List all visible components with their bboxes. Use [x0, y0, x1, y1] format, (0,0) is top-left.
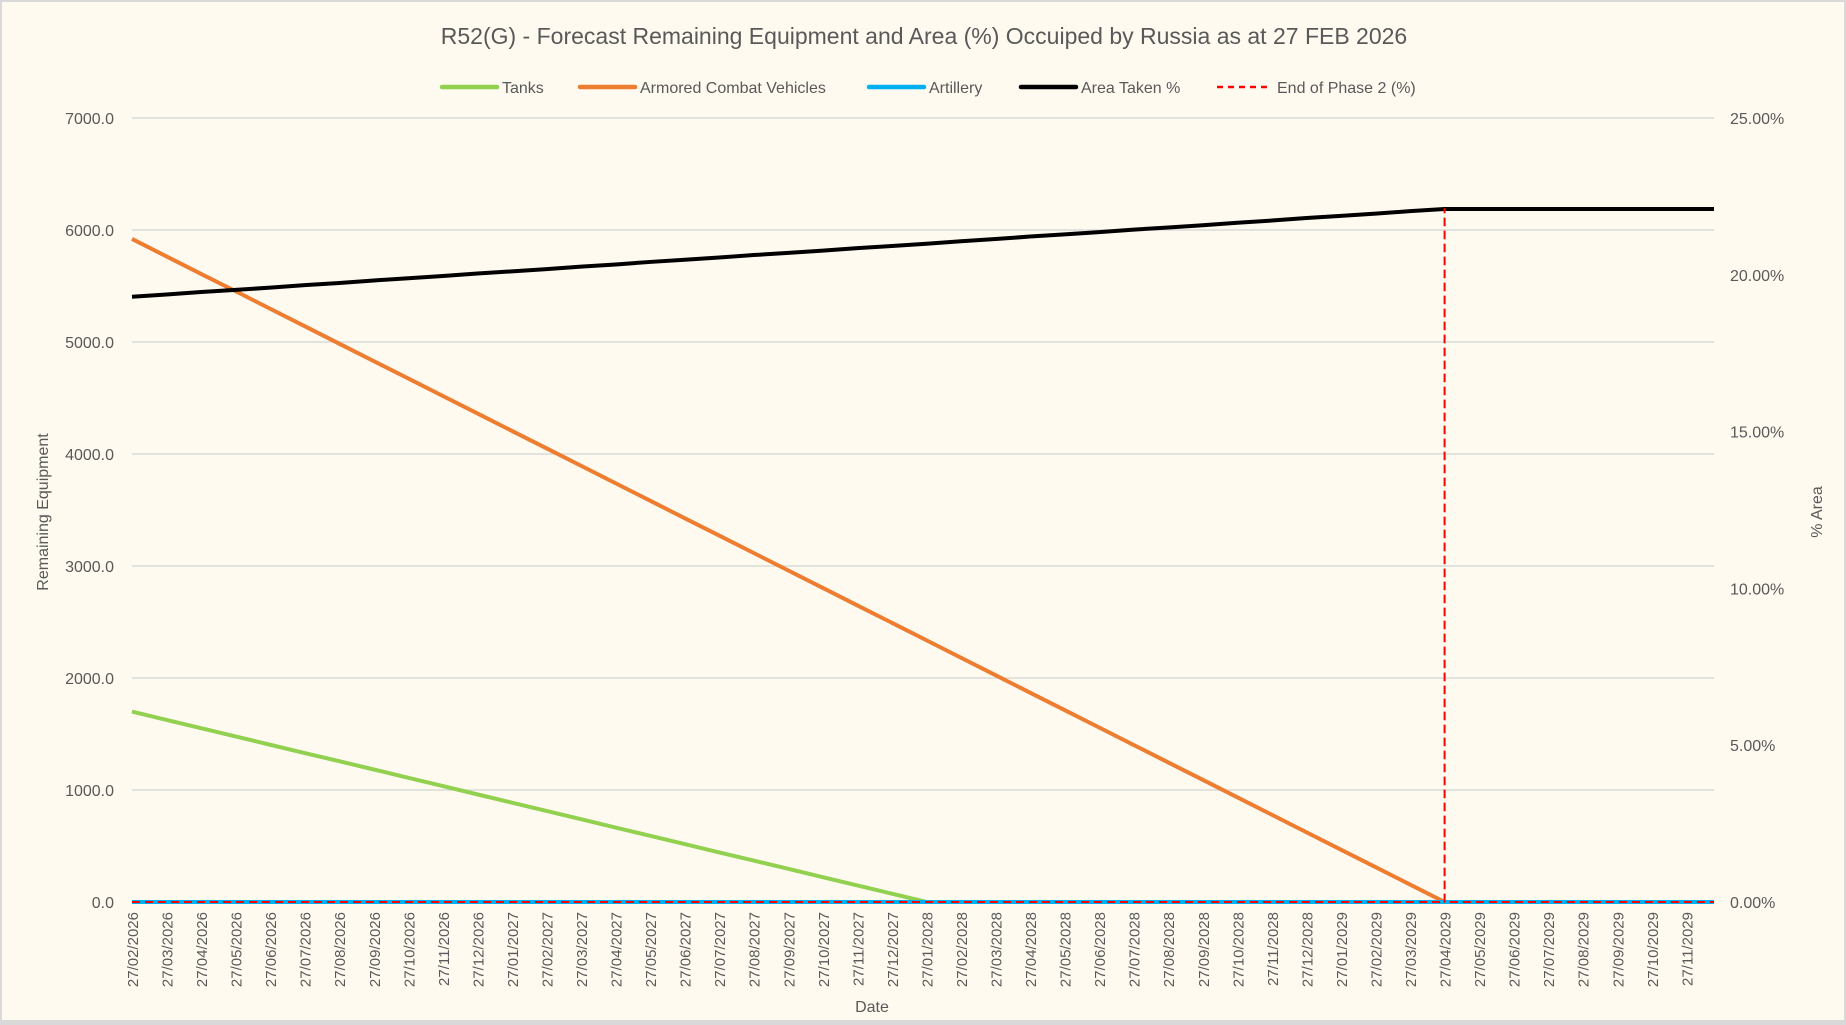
x-tick-label: 27/11/2029: [1679, 912, 1696, 986]
y2-tick-label: 5.00%: [1730, 738, 1775, 755]
x-tick-label: 27/10/2028: [1230, 912, 1247, 987]
x-tick-label: 27/02/2026: [125, 912, 142, 987]
legend-label: End of Phase 2 (%): [1277, 80, 1416, 97]
y-tick-label: 7000.0: [65, 111, 114, 128]
y-tick-label: 4000.0: [65, 447, 114, 464]
y-tick-label: 0.0: [92, 895, 114, 912]
x-tick-label: 27/07/2028: [1127, 912, 1144, 987]
x-tick-label: 27/04/2026: [194, 912, 211, 987]
x-tick-label: 27/03/2028: [989, 912, 1006, 987]
x-tick-label: 27/11/2027: [850, 912, 867, 986]
series-line-end-of-phase-2-: [132, 207, 1714, 903]
legend-label: Tanks: [502, 80, 544, 97]
legend-label: Armored Combat Vehicles: [640, 80, 826, 97]
x-tick-label: 27/03/2027: [574, 912, 591, 987]
x-tick-label: 27/02/2029: [1368, 912, 1385, 987]
x-tick-label: 27/05/2027: [643, 912, 660, 987]
y2-axis-title: % Area: [1809, 486, 1826, 538]
x-tick-label: 27/05/2028: [1058, 912, 1075, 987]
x-tick-label: 27/06/2028: [1092, 912, 1109, 987]
x-tick-label: 27/09/2029: [1610, 912, 1627, 987]
legend-label: Area Taken %: [1081, 80, 1180, 97]
series-line-tanks: [131, 709, 1714, 904]
legend-item: Tanks: [439, 80, 544, 97]
x-tick-label: 27/01/2028: [919, 912, 936, 987]
x-tick-label: 27/10/2026: [401, 912, 418, 987]
x-tick-label: 27/08/2028: [1161, 912, 1178, 987]
x-tick-label: 27/02/2027: [539, 912, 556, 987]
legend-item: Artillery: [866, 80, 982, 97]
legend-item: Area Taken %: [1018, 80, 1180, 97]
x-tick-label: 27/03/2026: [160, 912, 177, 987]
y-tick-label: 2000.0: [65, 671, 114, 688]
x-tick-label: 27/09/2026: [367, 912, 384, 987]
x-tick-label: 27/07/2026: [298, 912, 315, 987]
x-tick-label: 27/07/2029: [1541, 912, 1558, 987]
x-tick-label: 27/07/2027: [712, 912, 729, 987]
x-tick-label: 27/12/2027: [885, 912, 902, 987]
x-tick-label: 27/09/2027: [781, 912, 798, 987]
legend-label: Artillery: [929, 80, 982, 97]
x-tick-label: 27/06/2026: [263, 912, 280, 987]
x-tick-label: 27/04/2028: [1023, 912, 1040, 987]
y2-tick-label: 15.00%: [1730, 425, 1784, 442]
legend-item: End of Phase 2 (%): [1217, 80, 1416, 97]
x-tick-label: 27/03/2029: [1403, 912, 1420, 987]
x-tick-label: 27/11/2026: [436, 912, 453, 986]
y2-tick-label: 0.00%: [1730, 895, 1775, 912]
x-tick-label: 27/11/2028: [1265, 912, 1282, 986]
x-tick-label: 27/04/2029: [1438, 912, 1455, 987]
y-tick-label: 1000.0: [65, 783, 114, 800]
y-tick-label: 6000.0: [65, 223, 114, 240]
y-tick-label: 3000.0: [65, 559, 114, 576]
x-tick-label: 27/05/2026: [229, 912, 246, 987]
x-tick-label: 27/08/2027: [747, 912, 764, 987]
y2-tick-label: 25.00%: [1730, 111, 1784, 128]
y-tick-label: 5000.0: [65, 335, 114, 352]
y-axis-title: Remaining Equipment: [35, 433, 52, 591]
x-tick-label: 27/10/2027: [816, 912, 833, 987]
legend-item: Armored Combat Vehicles: [577, 80, 826, 97]
x-tick-label: 27/01/2029: [1334, 912, 1351, 987]
x-tick-label: 27/02/2028: [954, 912, 971, 987]
x-tick-label: 27/12/2028: [1299, 912, 1316, 987]
series-line-armored-combat-vehicles: [131, 237, 1714, 904]
x-tick-label: 27/04/2027: [609, 912, 626, 987]
x-tick-label: 27/01/2027: [505, 912, 522, 987]
x-axis-title: Date: [855, 999, 889, 1016]
chart-title: R52(G) - Forecast Remaining Equipment an…: [441, 23, 1407, 49]
x-tick-label: 27/10/2029: [1645, 912, 1662, 987]
x-tick-label: 27/08/2026: [332, 912, 349, 987]
x-tick-label: 27/06/2029: [1507, 912, 1524, 987]
y2-tick-label: 20.00%: [1730, 268, 1784, 285]
x-tick-label: 27/05/2029: [1472, 912, 1489, 987]
y2-tick-label: 10.00%: [1730, 581, 1784, 598]
x-tick-label: 27/06/2027: [678, 912, 695, 987]
x-tick-label: 27/08/2029: [1576, 912, 1593, 987]
x-tick-label: 27/09/2028: [1196, 912, 1213, 987]
series-line-area-taken-: [131, 206, 1714, 299]
x-tick-label: 27/12/2026: [470, 912, 487, 987]
